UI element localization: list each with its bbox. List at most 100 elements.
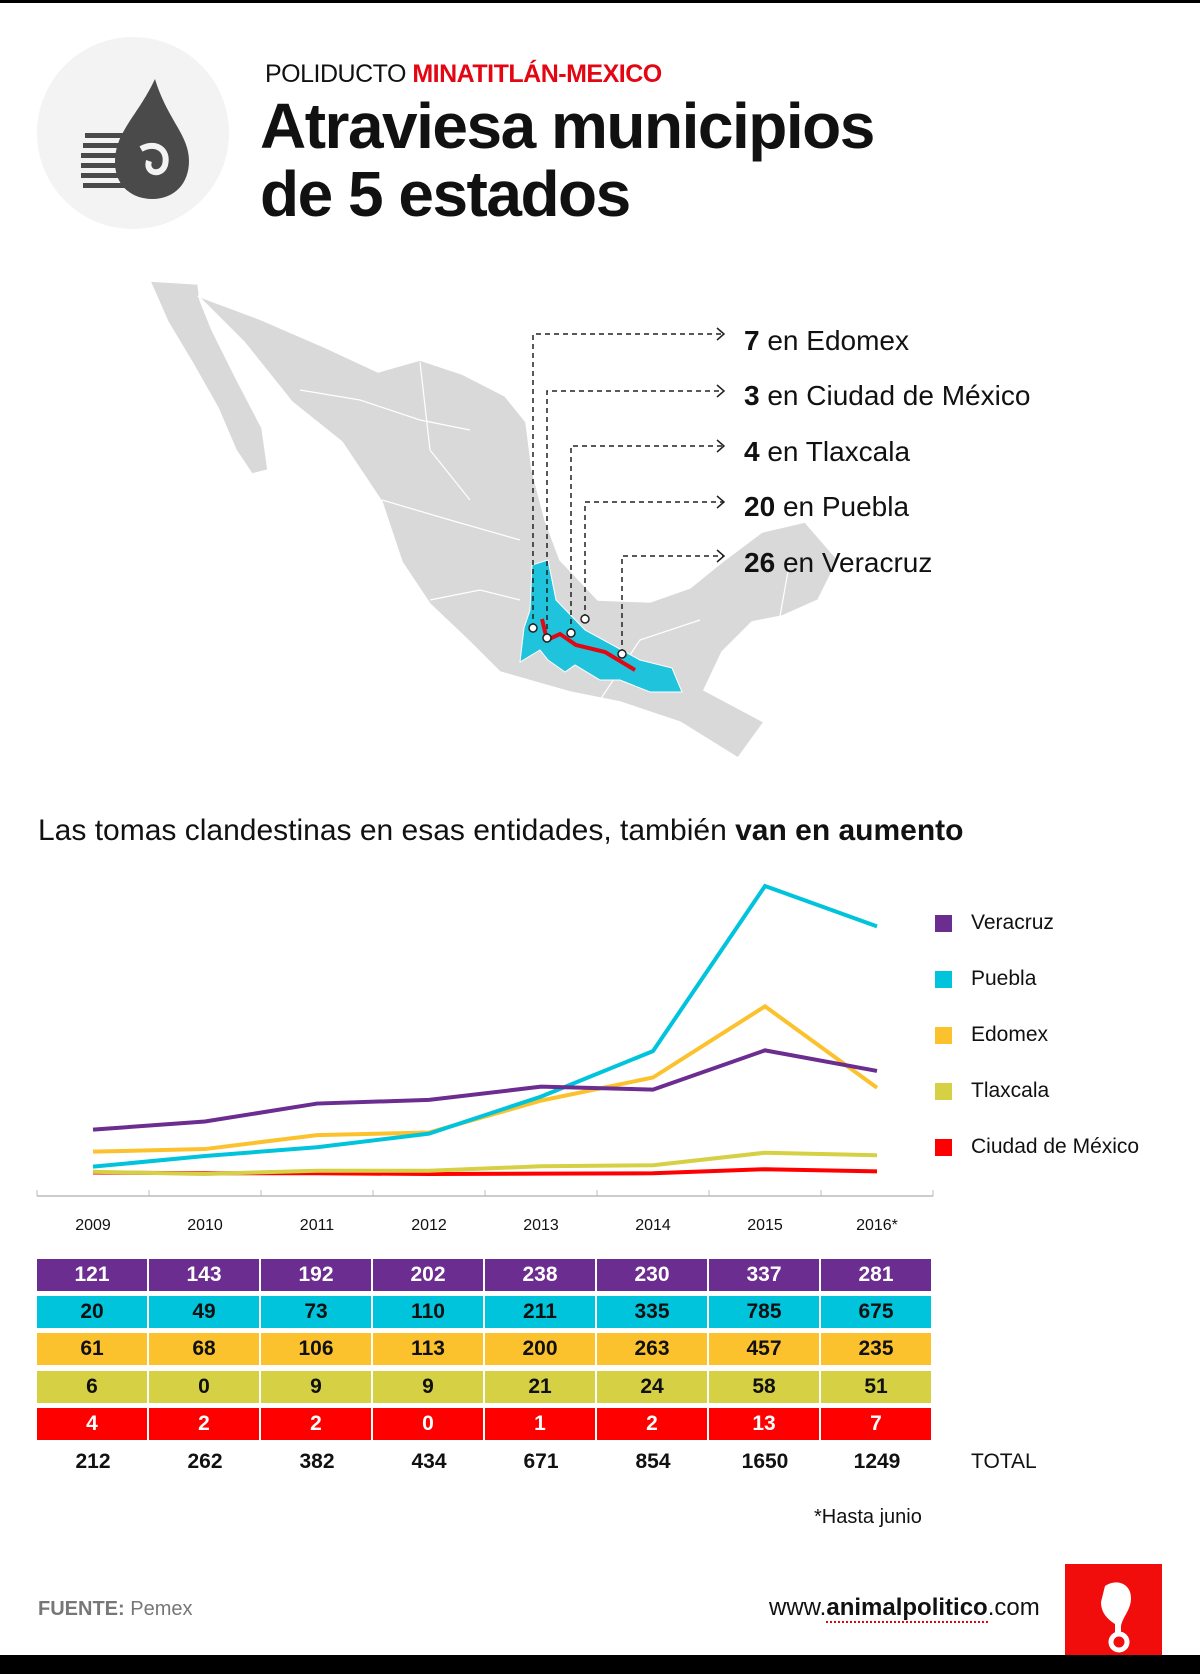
table-cell: 1 [485,1408,595,1440]
x-tick-label: 2009 [75,1217,111,1234]
table-cell: 230 [597,1259,707,1291]
table-cell: 2 [149,1408,259,1440]
legend-swatch [935,914,952,932]
legend-swatch [935,1138,952,1156]
legend-label: Tlaxcala [971,1079,1050,1102]
total-value: 434 [411,1450,447,1473]
table-cell: 0 [149,1371,259,1403]
table-cell: 110 [373,1296,483,1328]
table-cell: 0 [373,1408,483,1440]
pemex-eagle-drop-icon [81,79,189,199]
table-cell: 61 [37,1333,147,1365]
x-tick-label: 2011 [299,1217,335,1234]
elephant-logo-icon [1101,1582,1131,1653]
table-cell: 51 [821,1371,931,1403]
total-value: 212 [75,1450,111,1473]
map-label-cdmx: 3 en Ciudad de México [744,380,1031,411]
total-value: 854 [635,1450,671,1473]
legend-label: Edomex [971,1023,1049,1046]
table-cell: 6 [37,1371,147,1403]
map-label-veracruz: 26 en Veracruz [744,547,933,578]
table-cell: 200 [485,1333,595,1365]
x-tick-label: 2010 [187,1217,223,1234]
map-label-edomex: 7 en Edomex [744,325,909,356]
x-tick-label: 2013 [523,1217,559,1234]
mexico-map [148,280,839,760]
table-cell: 68 [149,1333,259,1365]
table-cell: 7 [821,1408,931,1440]
table-cell: 9 [373,1371,483,1403]
baja-california [148,280,269,475]
legend-swatch [935,1082,952,1100]
legend-item: Ciudad de México [935,1135,1139,1159]
legend-swatch [935,1026,952,1044]
table-cell: 9 [261,1371,371,1403]
table-cell: 21 [485,1371,595,1403]
series-line-edomex [92,1003,879,1154]
table-cell: 202 [373,1259,483,1291]
table-cell: 2 [261,1408,371,1440]
kicker-plain: POLIDUCTO [265,60,406,88]
table-cell: 121 [37,1259,147,1291]
x-tick-label: 2015 [747,1217,783,1234]
table-cell: 337 [709,1259,819,1291]
legend-item: Tlaxcala [935,1079,1049,1103]
pemex-logo [37,37,229,229]
kicker-highlight: MINATITLÁN-MEXICO [412,60,662,88]
total-value: 382 [299,1450,335,1473]
mainland-mexico [197,295,839,760]
title-line-1: Atraviesa municipios [260,90,875,162]
table-cell: 785 [709,1296,819,1328]
legend-item: Veracruz [935,911,1054,935]
total-value: 671 [523,1450,559,1473]
table-cell: 2 [597,1408,707,1440]
table-cell: 58 [709,1371,819,1403]
table-cell: 106 [261,1333,371,1365]
legend-item: Puebla [935,967,1036,991]
line-chart [36,883,934,1197]
table-cell: 4 [37,1408,147,1440]
footnote: *Hasta junio [814,1506,922,1528]
source: FUENTE: Pemex [38,1598,193,1620]
total-value: 1249 [853,1450,901,1473]
highlighted-states [519,559,683,693]
title-line-2: de 5 estados [260,158,631,230]
x-tick-label: 2012 [411,1217,447,1234]
table-cell: 13 [709,1408,819,1440]
total-value: 1650 [741,1450,789,1473]
series-line-puebla [92,883,878,1169]
legend-label: Puebla [971,967,1037,990]
total-label: TOTAL [971,1450,1037,1473]
chart-subtitle: Las tomas clandestinas en esas entidades… [38,814,964,847]
table-cell: 113 [373,1333,483,1365]
table-cell: 49 [149,1296,259,1328]
series-line-tlaxcala [92,1150,878,1177]
table-cell: 73 [261,1296,371,1328]
table-cell: 20 [37,1296,147,1328]
kicker: POLIDUCTO MINATITLÁN-MEXICO [265,60,662,89]
website-link[interactable]: www.animalpolitico.com [769,1594,1040,1623]
table-cell: 675 [821,1296,931,1328]
bottom-border [0,1655,1200,1674]
legend-label: Veracruz [971,911,1054,934]
table-cell: 24 [597,1371,707,1403]
map-label-puebla: 20 en Puebla [744,491,910,522]
page-title: Atraviesa municipios de 5 estados [260,90,875,230]
table-cell: 238 [485,1259,595,1291]
legend-swatch [935,970,952,988]
table-cell: 457 [709,1333,819,1365]
table-cell: 335 [597,1296,707,1328]
top-border [0,0,1200,3]
table-cell: 263 [597,1333,707,1365]
table-cell: 211 [485,1296,595,1328]
series-line-veracruz [92,1048,878,1132]
legend-item: Edomex [935,1023,1048,1047]
x-tick-label: 2014 [635,1217,671,1234]
table-cell: 192 [261,1259,371,1291]
table-cell: 235 [821,1333,931,1365]
x-tick-label: 2016* [856,1217,898,1234]
map-label-tlaxcala: 4 en Tlaxcala [744,436,911,467]
table-cell: 281 [821,1259,931,1291]
brand-logo [1065,1564,1162,1655]
legend-label: Ciudad de México [971,1135,1140,1158]
